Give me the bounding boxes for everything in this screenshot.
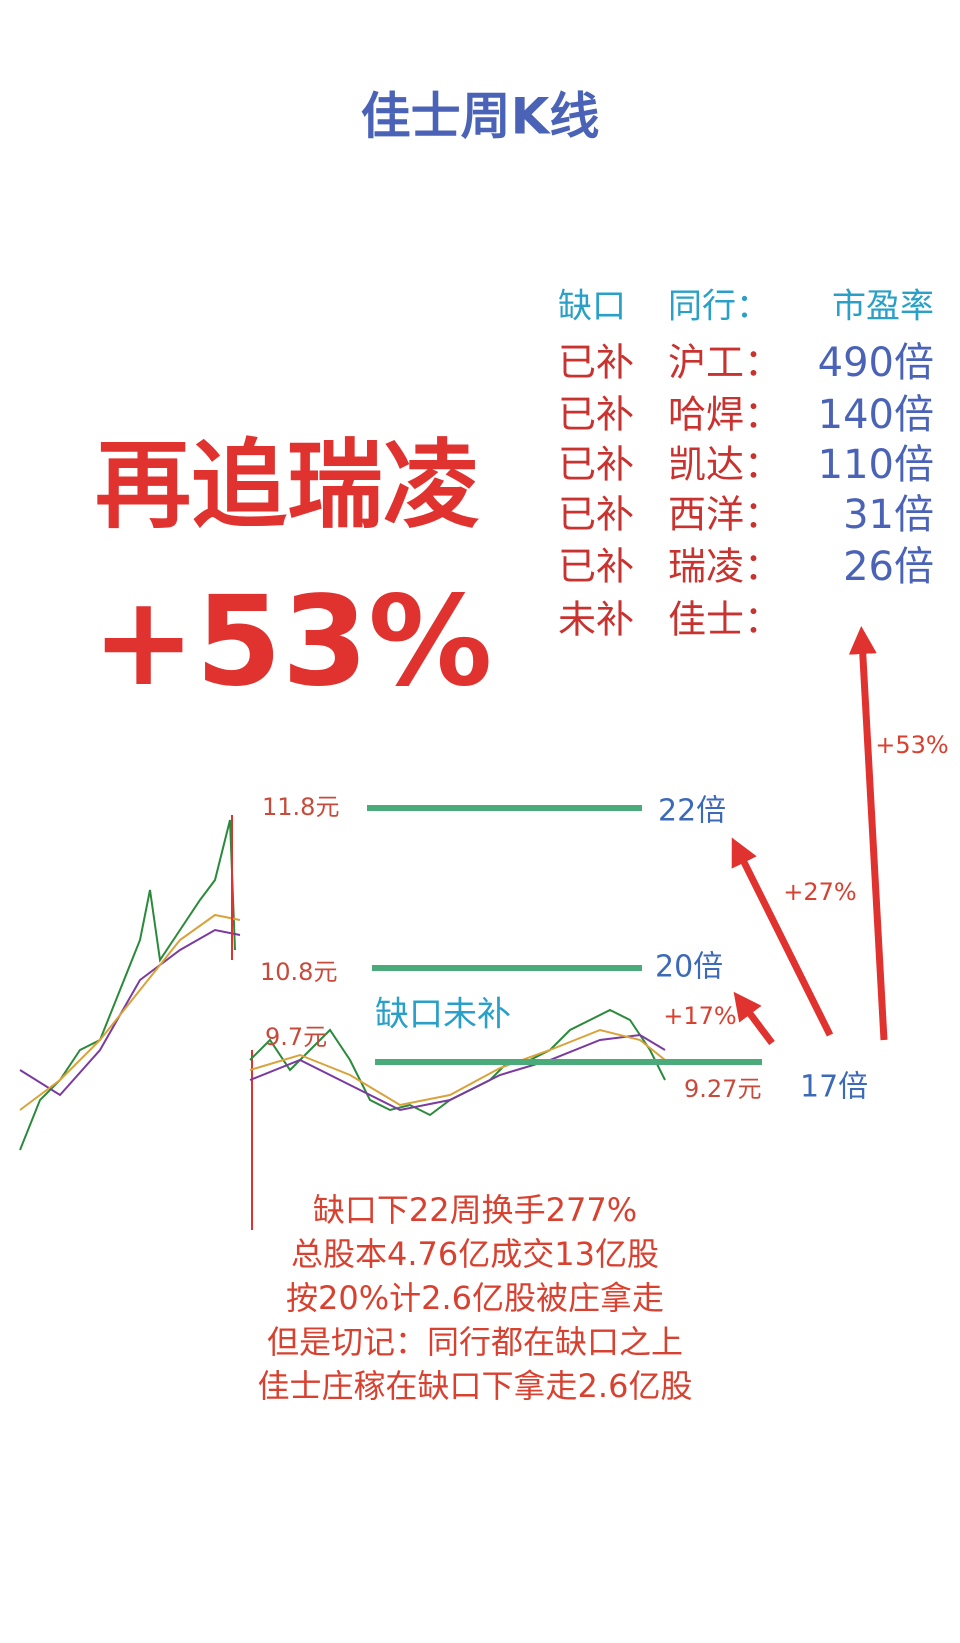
ma-line [19,913,241,1111]
level-lines [367,805,762,1065]
ma-line [19,928,241,1097]
gap-status: 已补 [558,393,634,437]
note-line: 缺口下22周换手277% [313,1191,637,1229]
price-label: 9.27元 [684,1075,761,1103]
pe-ratio: 490倍 [818,340,934,386]
peer-name: 凯达： [668,443,782,487]
gap-status: 已补 [558,493,634,537]
title: 佳士周K线 [361,88,600,146]
pe-ratio: 26倍 [843,544,934,590]
pe-ratio: 110倍 [818,442,934,488]
ma-line [249,1033,666,1112]
gap-status: 未补 [558,598,634,642]
peer-name: 沪工： [668,341,782,385]
kline-chart [19,815,666,1230]
gap-label: 缺口未补 [375,995,511,1035]
headline: 再追瑞凌 [95,429,479,541]
pe-label: 20倍 [655,950,723,985]
arrow [733,991,775,1046]
note-line: 总股本4.76亿成交13亿股 [291,1235,659,1273]
arrow [848,626,888,1041]
price-label: 11.8元 [262,793,339,821]
peer-name: 佳士： [668,598,782,642]
gain-label: +53% [875,731,948,759]
peer-name: 瑞凌： [668,545,782,589]
price-label: 10.8元 [260,958,337,986]
table-header: 同行： [668,287,770,327]
headline-pct: +53% [92,570,493,714]
gain-label: +17% [663,1002,736,1030]
gap-status: 已补 [558,545,634,589]
pe-ratio: 31倍 [843,492,934,538]
price-path [19,819,236,1151]
gain-label: +27% [783,878,856,906]
note-line: 但是切记：同行都在缺口之上 [267,1323,683,1361]
notes: 缺口下22周换手277% 总股本4.76亿成交13亿股按20%计2.6亿股被庄拿走… [258,1191,693,1405]
gap-status: 已补 [558,443,634,487]
pe-ratio: 140倍 [818,392,934,438]
note-line: 按20%计2.6亿股被庄拿走 [286,1279,664,1317]
table-header: 市盈率 [832,287,934,327]
ma-line [249,1028,666,1107]
table-header: 缺口 [558,287,626,327]
peer-name: 西洋： [668,493,782,537]
pe-label: 22倍 [658,794,726,829]
peer-name: 哈焊： [668,393,782,437]
arrows [731,626,888,1046]
note-line: 佳士庄稼在缺口下拿走2.6亿股 [258,1367,693,1405]
gap-status: 已补 [558,341,634,385]
arrow [731,837,834,1037]
price-label: 9.7元 [265,1023,327,1051]
pe-label: 17倍 [800,1070,868,1105]
